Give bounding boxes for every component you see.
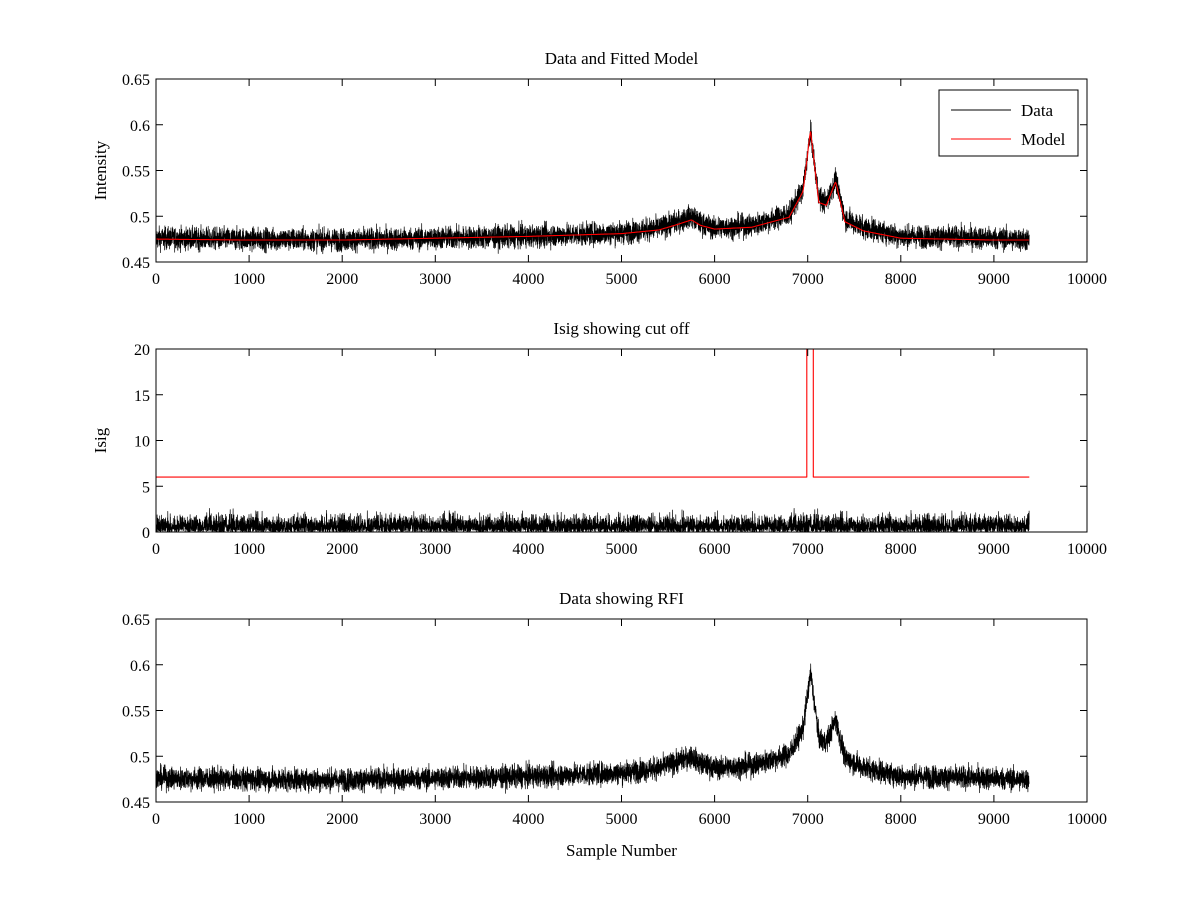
x-tick-label: 7000 xyxy=(792,811,824,828)
x-tick-label: 2000 xyxy=(326,541,358,558)
axes-box xyxy=(155,348,1088,533)
y-tick-label: 0.5 xyxy=(130,209,150,226)
x-tick-label: 10000 xyxy=(1067,271,1107,288)
y-axis-label: Isig xyxy=(91,427,110,453)
panel-3: 0 1000 2000 3000 4000 5000 6000 7000 8000 9000 100… xyxy=(122,589,1107,860)
panel-2: 0 1000 2000 3000 4000 5000 6000 7000 8000 9000 100… xyxy=(91,319,1107,558)
y-tick-label: 0 xyxy=(142,525,150,542)
y-tick-label: 5 xyxy=(142,479,150,496)
y-tick-label: 0.55 xyxy=(122,164,150,181)
x-tick-label: 10000 xyxy=(1067,541,1107,558)
y-tick-label: 0.6 xyxy=(130,118,150,135)
x-tick-label: 6000 xyxy=(699,541,731,558)
x-tick-label: 6000 xyxy=(699,811,731,828)
x-tick-label: 5000 xyxy=(606,541,638,558)
series-line-isig xyxy=(155,508,1030,533)
x-tick-label: 7000 xyxy=(792,541,824,558)
x-tick-label: 1000 xyxy=(233,811,265,828)
y-tick-label: 0.5 xyxy=(130,749,150,766)
y-tick-label: 15 xyxy=(134,388,150,405)
x-tick-label: 9000 xyxy=(978,811,1010,828)
legend-label: Data xyxy=(1021,101,1054,120)
y-tick-label: 0.65 xyxy=(122,612,150,629)
x-tick-label: 0 xyxy=(152,541,160,558)
x-tick-label: 4000 xyxy=(512,541,544,558)
panel-1: 0 1000 2000 3000 4000 5000 6000 7000 8000 9000 100… xyxy=(91,49,1107,288)
x-tick-label: 3000 xyxy=(419,541,451,558)
x-tick-label: 3000 xyxy=(419,271,451,288)
y-tick-label: 10 xyxy=(134,434,150,451)
y-tick-label: 0.6 xyxy=(130,658,150,675)
x-tick-label: 4000 xyxy=(512,271,544,288)
y-tick-label: 0.45 xyxy=(122,795,150,812)
x-tick-label: 8000 xyxy=(885,541,917,558)
legend-box xyxy=(938,89,1079,157)
legend-label: Model xyxy=(1021,130,1066,149)
x-tick-label: 9000 xyxy=(978,541,1010,558)
x-tick-label: 1000 xyxy=(233,541,265,558)
y-tick-label: 0.55 xyxy=(122,704,150,721)
y-axis-label: Intensity xyxy=(91,140,110,200)
x-tick-label: 10000 xyxy=(1067,811,1107,828)
x-tick-label: 4000 xyxy=(512,811,544,828)
x-tick-label: 7000 xyxy=(792,271,824,288)
chart-title: Isig showing cut off xyxy=(553,319,689,338)
x-tick-label: 8000 xyxy=(885,811,917,828)
series-line-model xyxy=(156,131,1029,241)
x-tick-label: 5000 xyxy=(606,271,638,288)
x-tick-label: 5000 xyxy=(606,811,638,828)
x-tick-label: 8000 xyxy=(885,271,917,288)
x-tick-label: 0 xyxy=(152,811,160,828)
y-tick-label: 0.45 xyxy=(122,255,150,272)
x-tick-label: 2000 xyxy=(326,271,358,288)
chart-title: Data and Fitted Model xyxy=(545,49,699,68)
x-tick-label: 9000 xyxy=(978,271,1010,288)
x-tick-label: 2000 xyxy=(326,811,358,828)
series-line-data xyxy=(155,663,1030,795)
y-tick-label: 0.65 xyxy=(122,72,150,89)
x-tick-label: 3000 xyxy=(419,811,451,828)
legend: Data Model xyxy=(938,89,1079,157)
series-line-cut-off xyxy=(156,348,1030,478)
x-tick-label: 6000 xyxy=(699,271,731,288)
y-tick-label: 20 xyxy=(134,342,150,359)
x-axis-label: Sample Number xyxy=(566,841,677,860)
x-tick-label: 0 xyxy=(152,271,160,288)
chart-title: Data showing RFI xyxy=(559,589,684,608)
x-tick-label: 1000 xyxy=(233,271,265,288)
